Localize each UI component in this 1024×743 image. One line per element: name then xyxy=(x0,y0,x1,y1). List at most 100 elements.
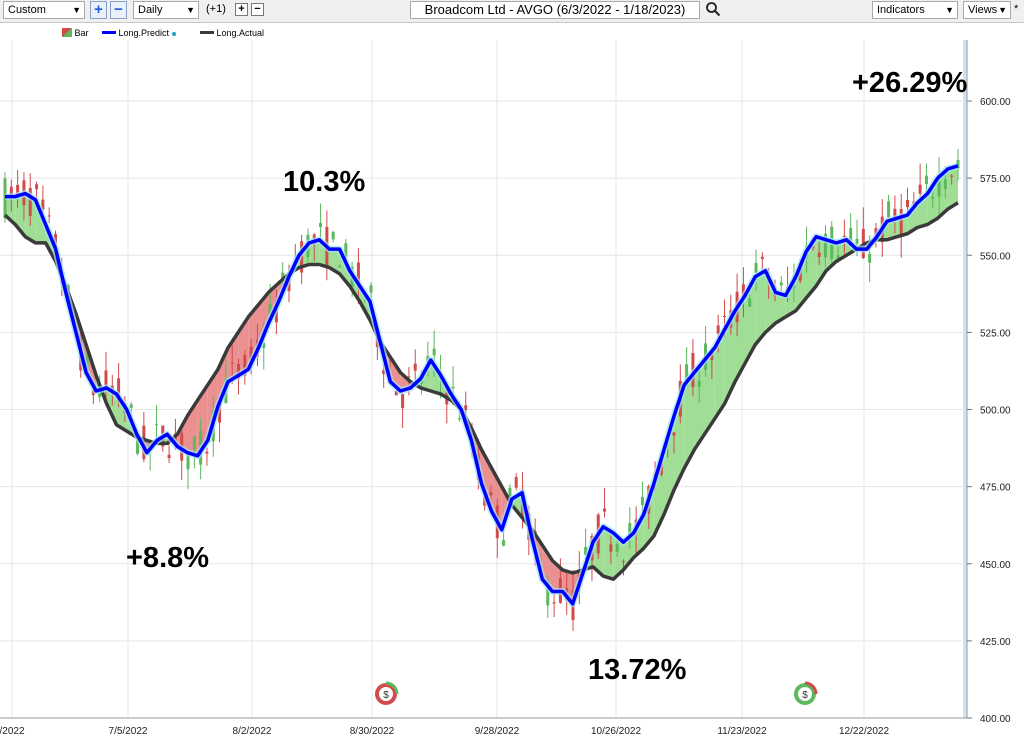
candle-body xyxy=(249,346,253,361)
views-select[interactable]: Views ▼ xyxy=(963,1,1011,19)
chevron-down-icon: ▼ xyxy=(72,5,81,15)
chevron-down-icon: ▼ xyxy=(186,5,195,15)
candle-body xyxy=(817,252,821,257)
indicators-label: Indicators xyxy=(877,4,925,16)
candle-body xyxy=(382,369,386,374)
candle-body xyxy=(842,235,846,238)
range-select-value: Custom xyxy=(8,4,46,16)
series-line-long-predict xyxy=(5,164,959,606)
candle-body xyxy=(407,376,411,378)
dividend-center xyxy=(798,687,812,701)
candle-body xyxy=(489,492,493,496)
candle-body xyxy=(950,175,954,177)
chart-title: Broadcom Ltd - AVGO (6/3/2022 - 1/18/202… xyxy=(410,1,700,19)
indicators-select[interactable]: Indicators ▼ xyxy=(872,1,958,19)
candle-body xyxy=(868,253,872,263)
remove-button[interactable]: − xyxy=(110,1,127,19)
candle-body xyxy=(849,227,853,245)
period-select-value: Daily xyxy=(138,4,163,16)
series-line-long-actual xyxy=(3,201,959,581)
candle-body xyxy=(136,439,140,454)
candle-body xyxy=(401,394,405,408)
candle-body xyxy=(584,547,588,555)
legend-bar-label: Bar xyxy=(74,28,89,38)
annotation-gain-4: +26.29% xyxy=(852,67,968,99)
legend-actual-label: Long.Actual xyxy=(216,28,265,38)
candle-body xyxy=(716,325,720,334)
candle-body xyxy=(943,179,947,190)
search-icon[interactable] xyxy=(705,1,721,19)
candle-body xyxy=(640,496,644,506)
candle-body xyxy=(167,454,171,458)
candle-body xyxy=(262,343,266,348)
candle-body xyxy=(748,298,752,307)
dividend-markers[interactable]: $ $ xyxy=(375,681,818,705)
x-tick-label: 9/28/2022 xyxy=(475,726,520,737)
fill-segment xyxy=(694,360,705,450)
period-select[interactable]: Daily ▼ xyxy=(133,1,199,19)
candle-body xyxy=(35,184,39,190)
fill-segment xyxy=(775,292,786,324)
series-lines xyxy=(3,162,960,608)
candle-body xyxy=(268,303,272,315)
x-tick-label: 12/22/2022 xyxy=(839,726,889,737)
fill-segment xyxy=(745,276,756,364)
candle-body xyxy=(906,199,910,208)
grid xyxy=(0,40,967,719)
fill-segment xyxy=(724,310,735,404)
y-tick-label: 450.00 xyxy=(980,560,1011,571)
candle-body xyxy=(457,418,461,420)
candle-body xyxy=(394,390,398,396)
legend-predict-swatch xyxy=(102,31,116,34)
dividend-icon[interactable]: $ xyxy=(794,681,818,705)
candle-body xyxy=(603,508,607,512)
dividend-icon[interactable]: $ xyxy=(375,681,399,705)
legend-dot-icon xyxy=(171,32,176,36)
range-select[interactable]: Custom ▼ xyxy=(3,1,85,19)
candle-body xyxy=(779,282,783,286)
y-tick-label: 600.00 xyxy=(980,97,1011,108)
candle-body xyxy=(451,386,455,389)
candle-body xyxy=(899,209,903,237)
offset-minus-button[interactable]: − xyxy=(251,3,264,16)
candle-body xyxy=(230,362,234,364)
y-axis: 400.00 425.00 450.00 475.00 500.00 525.00 550.… xyxy=(966,40,1011,725)
candle-body xyxy=(9,186,13,196)
candle-body xyxy=(887,201,891,218)
candle-body xyxy=(760,256,764,259)
candle-body xyxy=(924,175,928,185)
chevron-down-icon: ▼ xyxy=(998,5,1007,15)
x-axis: /2022 7/5/2022 8/2/2022 8/30/2022 9/28/2022 1… xyxy=(0,717,967,737)
candle-body xyxy=(508,487,512,497)
candle-body xyxy=(628,523,632,538)
candle-body xyxy=(514,477,518,488)
candle-body xyxy=(464,405,468,411)
add-button[interactable]: + xyxy=(90,1,107,19)
y-tick-label: 475.00 xyxy=(980,483,1011,494)
candle-body xyxy=(855,238,859,244)
y-tick-label: 500.00 xyxy=(980,406,1011,417)
bar-icon xyxy=(62,28,72,37)
candle-body xyxy=(685,364,689,387)
fill-segment xyxy=(663,415,675,515)
fill-segment xyxy=(714,329,725,419)
candle-body xyxy=(344,243,348,258)
x-tick-label: 8/2/2022 xyxy=(233,726,272,737)
candle-body xyxy=(281,272,285,281)
toolbar: Custom ▼ + − Daily ▼ (+1) + − Broadcom L… xyxy=(0,0,1024,23)
offset-plus-button[interactable]: + xyxy=(235,3,248,16)
x-tick-label: 11/23/2022 xyxy=(717,726,767,737)
legend-bar: Bar xyxy=(62,28,89,39)
dividend-ring-accent xyxy=(385,681,399,695)
candle-body xyxy=(16,184,20,195)
candle-body xyxy=(432,348,436,356)
candle-body xyxy=(243,355,247,376)
candle-body xyxy=(41,199,45,210)
y-tick-label: 525.00 xyxy=(980,328,1011,339)
legend-actual-swatch xyxy=(200,31,214,34)
y-tick-label: 575.00 xyxy=(980,174,1011,185)
candle-body xyxy=(104,370,108,390)
legend-long-actual: Long.Actual xyxy=(200,28,264,39)
x-tick-label: 7/5/2022 xyxy=(109,726,148,737)
dividend-center xyxy=(379,687,393,701)
